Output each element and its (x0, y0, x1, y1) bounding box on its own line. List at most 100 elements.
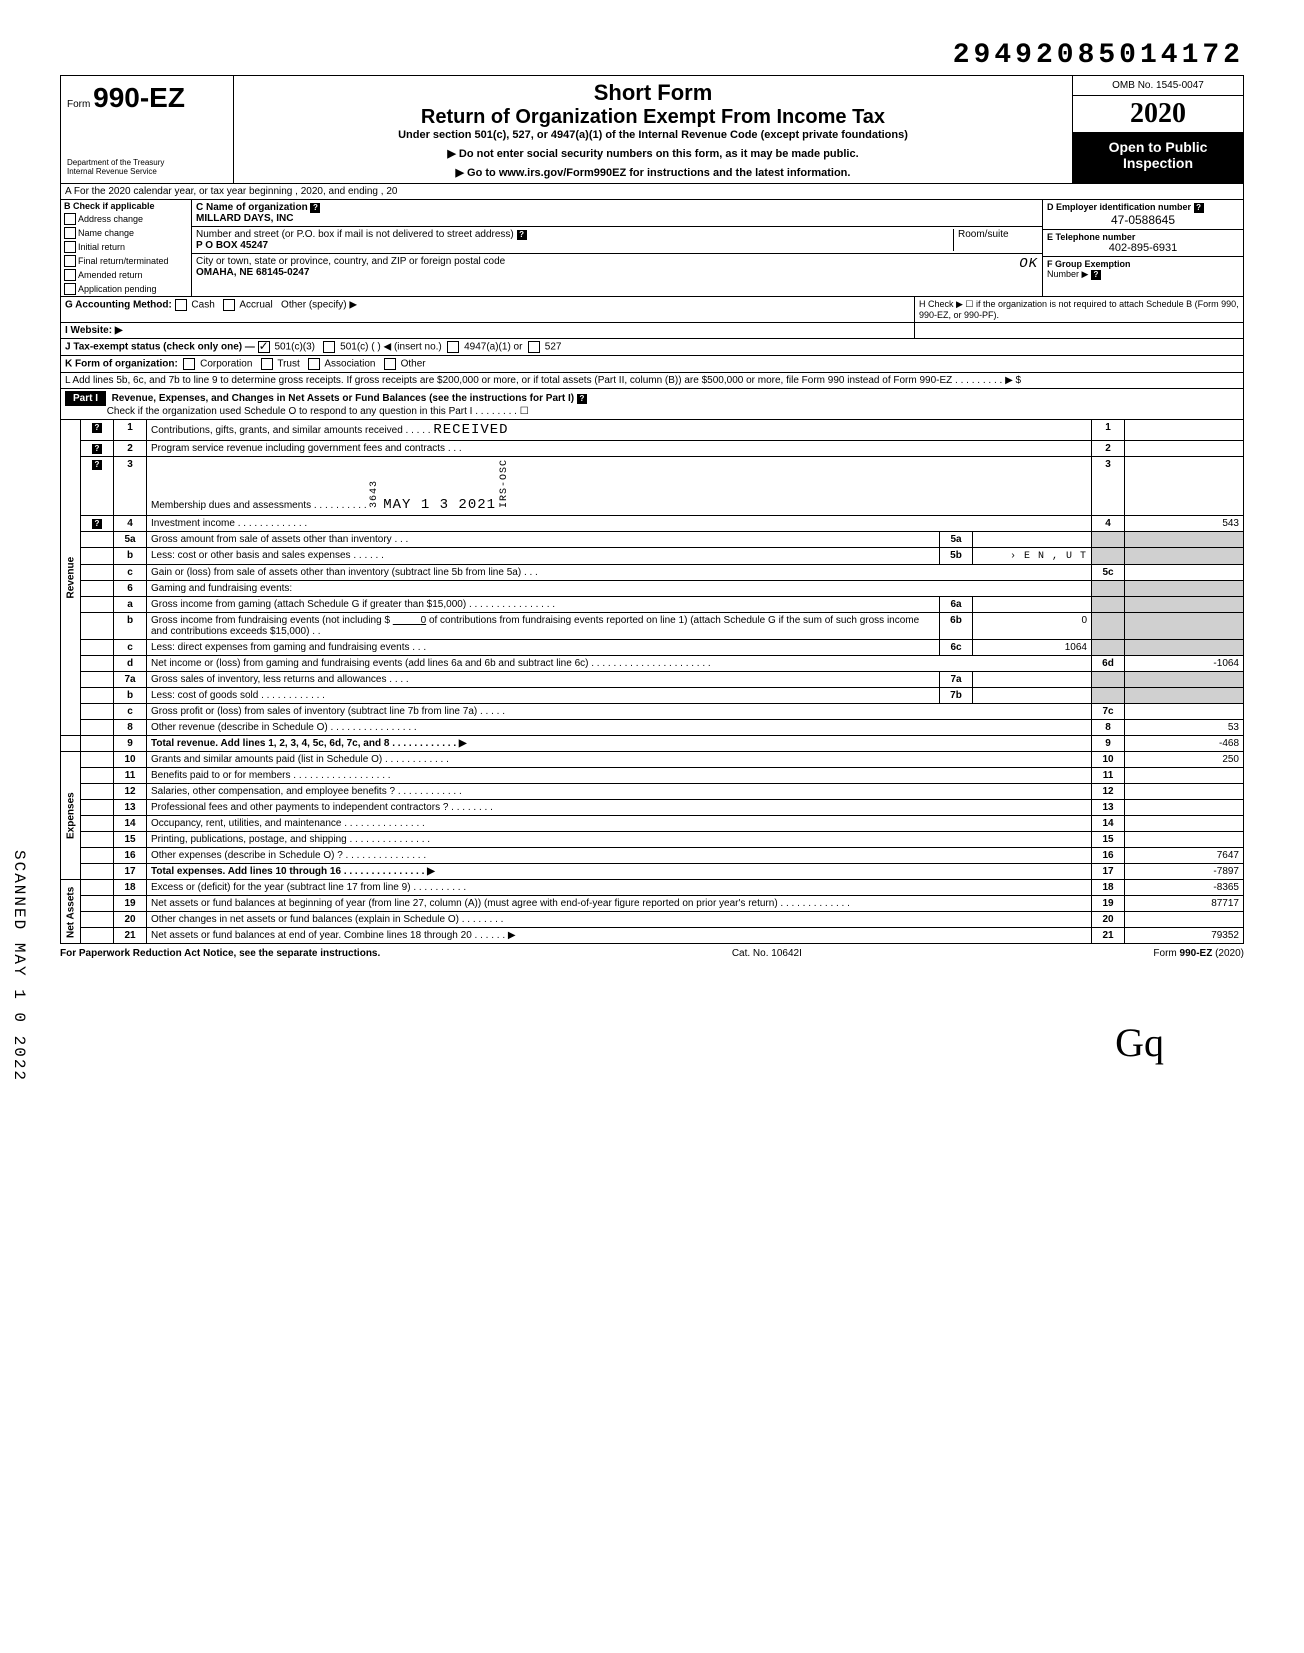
line-20-desc: Other changes in net assets or fund bala… (147, 912, 1092, 928)
line-6-num: 6 (114, 581, 147, 597)
check-other-org[interactable] (384, 358, 396, 370)
label-final-return: Final return/terminated (78, 256, 169, 266)
line-6a-desc: Gross income from gaming (attach Schedul… (147, 597, 940, 613)
line-18-num: 18 (114, 880, 147, 896)
street-value: P O BOX 45247 (196, 240, 268, 251)
line-4-amt: 543 (1125, 516, 1244, 532)
check-501c3[interactable] (258, 341, 270, 353)
line-18-amt: -8365 (1125, 880, 1244, 896)
line-11-box: 11 (1092, 768, 1125, 784)
line-7b-desc: Less: cost of goods sold . . . . . . . .… (147, 688, 940, 704)
line-6d-amt: -1064 (1125, 656, 1244, 672)
line-6b-num: b (114, 613, 147, 640)
check-pending[interactable] (64, 283, 76, 295)
line-6b-desc-pre: Gross income from fundraising events (no… (151, 615, 390, 626)
i-label: I Website: ▶ (65, 325, 123, 336)
line-3-amt (1125, 457, 1244, 516)
check-address-change[interactable] (64, 213, 76, 225)
barcode-stamp: 3643 (369, 480, 380, 508)
line-19-num: 19 (114, 896, 147, 912)
form-header: Form 990-EZ Department of the Treasury I… (60, 75, 1244, 184)
f-label2: Number ▶ (1047, 269, 1088, 279)
check-527[interactable] (528, 341, 540, 353)
line-10-desc: Grants and similar amounts paid (list in… (147, 752, 1092, 768)
line-15-num: 15 (114, 832, 147, 848)
line-2-num: 2 (114, 441, 147, 457)
check-corp[interactable] (183, 358, 195, 370)
part-1-header: Part I Revenue, Expenses, and Changes in… (60, 389, 1244, 420)
line-12-amt (1125, 784, 1244, 800)
d-label: D Employer identification number (1047, 202, 1191, 212)
label-assoc: Association (324, 359, 375, 370)
org-name: MILLARD DAYS, INC (196, 213, 293, 224)
l-text: L Add lines 5b, 6c, and 7b to line 9 to … (61, 373, 1243, 388)
line-13-num: 13 (114, 800, 147, 816)
line-14-desc: Occupancy, rent, utilities, and maintena… (147, 816, 1092, 832)
label-name-change: Name change (78, 228, 134, 238)
line-6d-num: d (114, 656, 147, 672)
en-ut-stamp: › E N , U T (1010, 551, 1087, 562)
line-18-box: 18 (1092, 880, 1125, 896)
line-5a-num: 5a (114, 532, 147, 548)
line-7a-num: 7a (114, 672, 147, 688)
f-label: F Group Exemption (1047, 259, 1131, 269)
check-initial-return[interactable] (64, 241, 76, 253)
help-icon: ? (577, 394, 587, 404)
help-icon: ? (92, 444, 102, 454)
line-5a-desc: Gross amount from sale of assets other t… (147, 532, 940, 548)
line-21-box: 21 (1092, 928, 1125, 944)
line-12-box: 12 (1092, 784, 1125, 800)
check-assoc[interactable] (308, 358, 320, 370)
help-icon: ? (1091, 270, 1101, 280)
org-info-block: B Check if applicable Address change Nam… (60, 200, 1244, 297)
form-prefix: Form (67, 99, 90, 110)
line-3-box: 3 (1092, 457, 1125, 516)
line-18-desc: Excess or (deficit) for the year (subtra… (147, 880, 1092, 896)
line-a-text: A For the 2020 calendar year, or tax yea… (61, 184, 1243, 199)
line-7b-iamt (973, 688, 1092, 704)
omb-number: OMB No. 1545-0047 (1073, 76, 1243, 96)
line-19-amt: 87717 (1125, 896, 1244, 912)
short-form-title: Short Form (238, 80, 1068, 106)
check-accrual[interactable] (223, 299, 235, 311)
line-9-amt: -468 (1125, 736, 1244, 752)
check-trust[interactable] (261, 358, 273, 370)
label-corp: Corporation (200, 359, 252, 370)
label-501c3: 501(c)(3) (274, 342, 315, 353)
e-label: E Telephone number (1047, 232, 1135, 242)
city-value: OMAHA, NE 68145-0247 (196, 267, 309, 278)
phone-value: 402-895-6931 (1047, 242, 1239, 254)
line-8-amt: 53 (1125, 720, 1244, 736)
line-16-box: 16 (1092, 848, 1125, 864)
expenses-label: Expenses (61, 752, 81, 880)
j-label: J Tax-exempt status (check only one) — (65, 342, 255, 353)
check-amended[interactable] (64, 269, 76, 281)
label-501c: 501(c) ( ) ◀ (insert no.) (340, 342, 442, 353)
b-header: B Check if applicable (61, 200, 191, 212)
line-2-amt (1125, 441, 1244, 457)
label-address-change: Address change (78, 214, 143, 224)
line-7a-ibox: 7a (940, 672, 973, 688)
g-label: G Accounting Method: (65, 300, 172, 311)
line-3-desc: Membership dues and assessments . . . . … (151, 500, 367, 511)
check-final-return[interactable] (64, 255, 76, 267)
help-icon: ? (310, 203, 320, 213)
line-7b-num: b (114, 688, 147, 704)
check-name-change[interactable] (64, 227, 76, 239)
city-label: City or town, state or province, country… (196, 256, 505, 267)
lines-table: Revenue ? 1 Contributions, gifts, grants… (60, 420, 1244, 944)
check-4947[interactable] (447, 341, 459, 353)
label-527: 527 (545, 342, 562, 353)
line-1-num: 1 (114, 420, 147, 441)
help-icon: ? (517, 230, 527, 240)
line-5b-ibox: 5b (940, 548, 973, 565)
footer: For Paperwork Reduction Act Notice, see … (60, 948, 1244, 959)
check-cash[interactable] (175, 299, 187, 311)
instruction-1: ▶ Do not enter social security numbers o… (238, 147, 1068, 160)
main-title: Return of Organization Exempt From Incom… (238, 106, 1068, 129)
street-label: Number and street (or P.O. box if mail i… (196, 229, 514, 240)
check-501c[interactable] (323, 341, 335, 353)
help-icon: ? (92, 460, 102, 470)
line-6c-num: c (114, 640, 147, 656)
line-21-desc: Net assets or fund balances at end of ye… (147, 928, 1092, 944)
